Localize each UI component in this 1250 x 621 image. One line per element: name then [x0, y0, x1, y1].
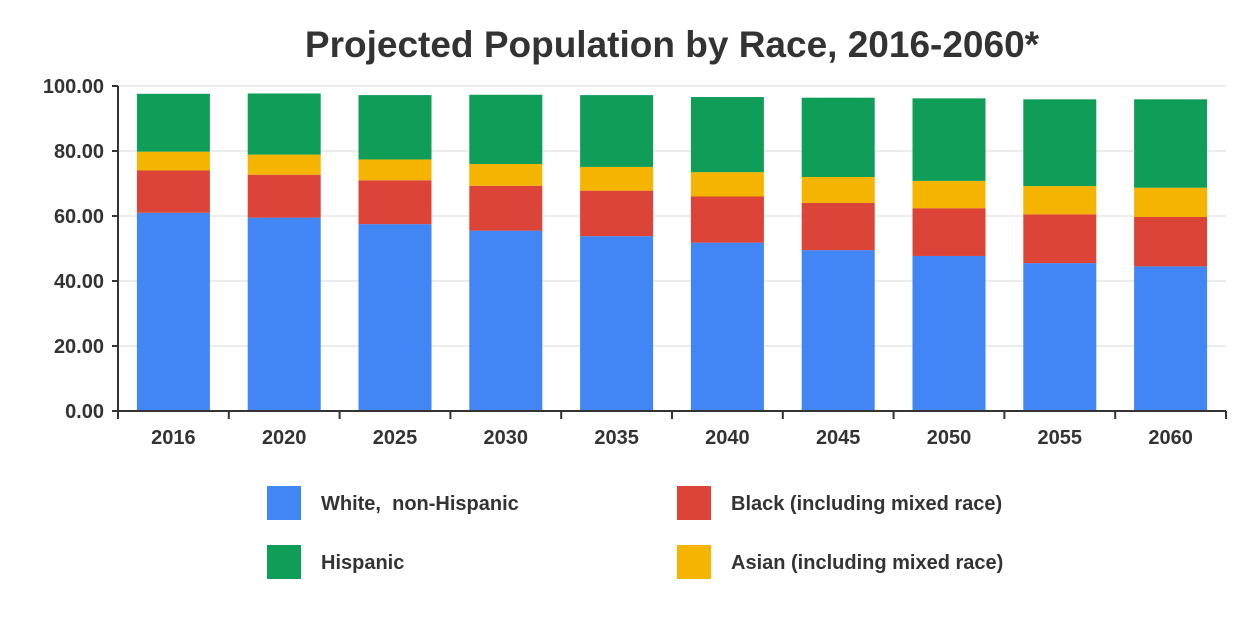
bar-segment	[1023, 263, 1097, 411]
bar-segment	[580, 166, 654, 191]
bar-segment	[136, 93, 210, 152]
bar-segment	[469, 164, 543, 186]
legend: White, non-Hispanic Black (including mixe…	[267, 486, 1003, 579]
bar-segment	[801, 177, 875, 203]
bar-segment	[358, 224, 432, 411]
bar-segment	[136, 212, 210, 411]
legend-swatch	[677, 486, 711, 520]
bar-segment	[1134, 99, 1208, 188]
legend-swatch	[267, 545, 301, 579]
legend-swatch	[677, 545, 711, 579]
bar-segment	[801, 203, 875, 251]
bar-segment	[247, 154, 321, 175]
bar-segment	[912, 208, 986, 256]
x-tick-label: 2060	[1148, 427, 1193, 449]
bars	[136, 93, 1208, 411]
bar-segment	[469, 94, 543, 164]
legend-label: Black (including mixed race)	[731, 493, 1002, 515]
legend-swatch	[267, 486, 301, 520]
bar-segment	[358, 159, 432, 181]
x-tick-label: 2055	[1038, 427, 1083, 449]
y-tick-label: 40.00	[54, 271, 104, 293]
bar-segment	[690, 97, 764, 173]
bar-segment	[469, 230, 543, 411]
bar-segment	[358, 180, 432, 225]
bar-segment	[1134, 216, 1208, 267]
chart-title: Projected Population by Race, 2016-2060*	[305, 24, 1040, 65]
bar-segment	[247, 174, 321, 218]
y-tick-label: 0.00	[65, 401, 104, 423]
legend-item: Black (including mixed race)	[677, 486, 1002, 520]
bar-segment	[912, 255, 986, 411]
bar-segment	[469, 185, 543, 231]
x-tick-label: 2040	[705, 427, 750, 449]
x-tick-label: 2045	[816, 427, 861, 449]
bar-segment	[1134, 187, 1208, 217]
bar-segment	[136, 170, 210, 213]
y-tick-label: 60.00	[54, 206, 104, 228]
bar-segment	[801, 250, 875, 411]
bar-segment	[1023, 214, 1097, 264]
y-tick-label: 80.00	[54, 141, 104, 163]
legend-label: Asian (including mixed race)	[731, 552, 1003, 574]
bar-segment	[247, 217, 321, 411]
bar-segment	[690, 242, 764, 411]
bar-segment	[1134, 266, 1208, 411]
bar-segment	[580, 95, 654, 167]
x-tick-label: 2016	[151, 427, 196, 449]
y-tick-label: 100.00	[43, 76, 104, 98]
bar-segment	[247, 93, 321, 155]
x-tick-label: 2030	[484, 427, 529, 449]
legend-label: Hispanic	[321, 552, 404, 574]
bar-segment	[580, 236, 654, 411]
bar-segment	[1023, 186, 1097, 215]
bar-segment	[1023, 99, 1097, 187]
x-tick-label: 2025	[373, 427, 418, 449]
bar-segment	[912, 180, 986, 209]
x-tick-label: 2020	[262, 427, 307, 449]
bar-segment	[580, 190, 654, 237]
legend-item: Asian (including mixed race)	[677, 545, 1003, 579]
bar-segment	[801, 97, 875, 177]
legend-item: Hispanic	[267, 545, 404, 579]
bar-segment	[136, 151, 210, 171]
axes: 0.00 20.00 40.00 60.00 80.00 100.00 2016 2020 20…	[43, 76, 1227, 449]
bar-segment	[912, 98, 986, 181]
bar-segment	[690, 172, 764, 197]
x-tick-label: 2035	[594, 427, 639, 449]
legend-item: White, non-Hispanic	[267, 486, 519, 520]
bar-segment	[358, 95, 432, 160]
y-tick-label: 20.00	[54, 336, 104, 358]
bar-segment	[690, 196, 764, 243]
x-tick-label: 2050	[927, 427, 972, 449]
legend-label: White, non-Hispanic	[321, 493, 519, 515]
